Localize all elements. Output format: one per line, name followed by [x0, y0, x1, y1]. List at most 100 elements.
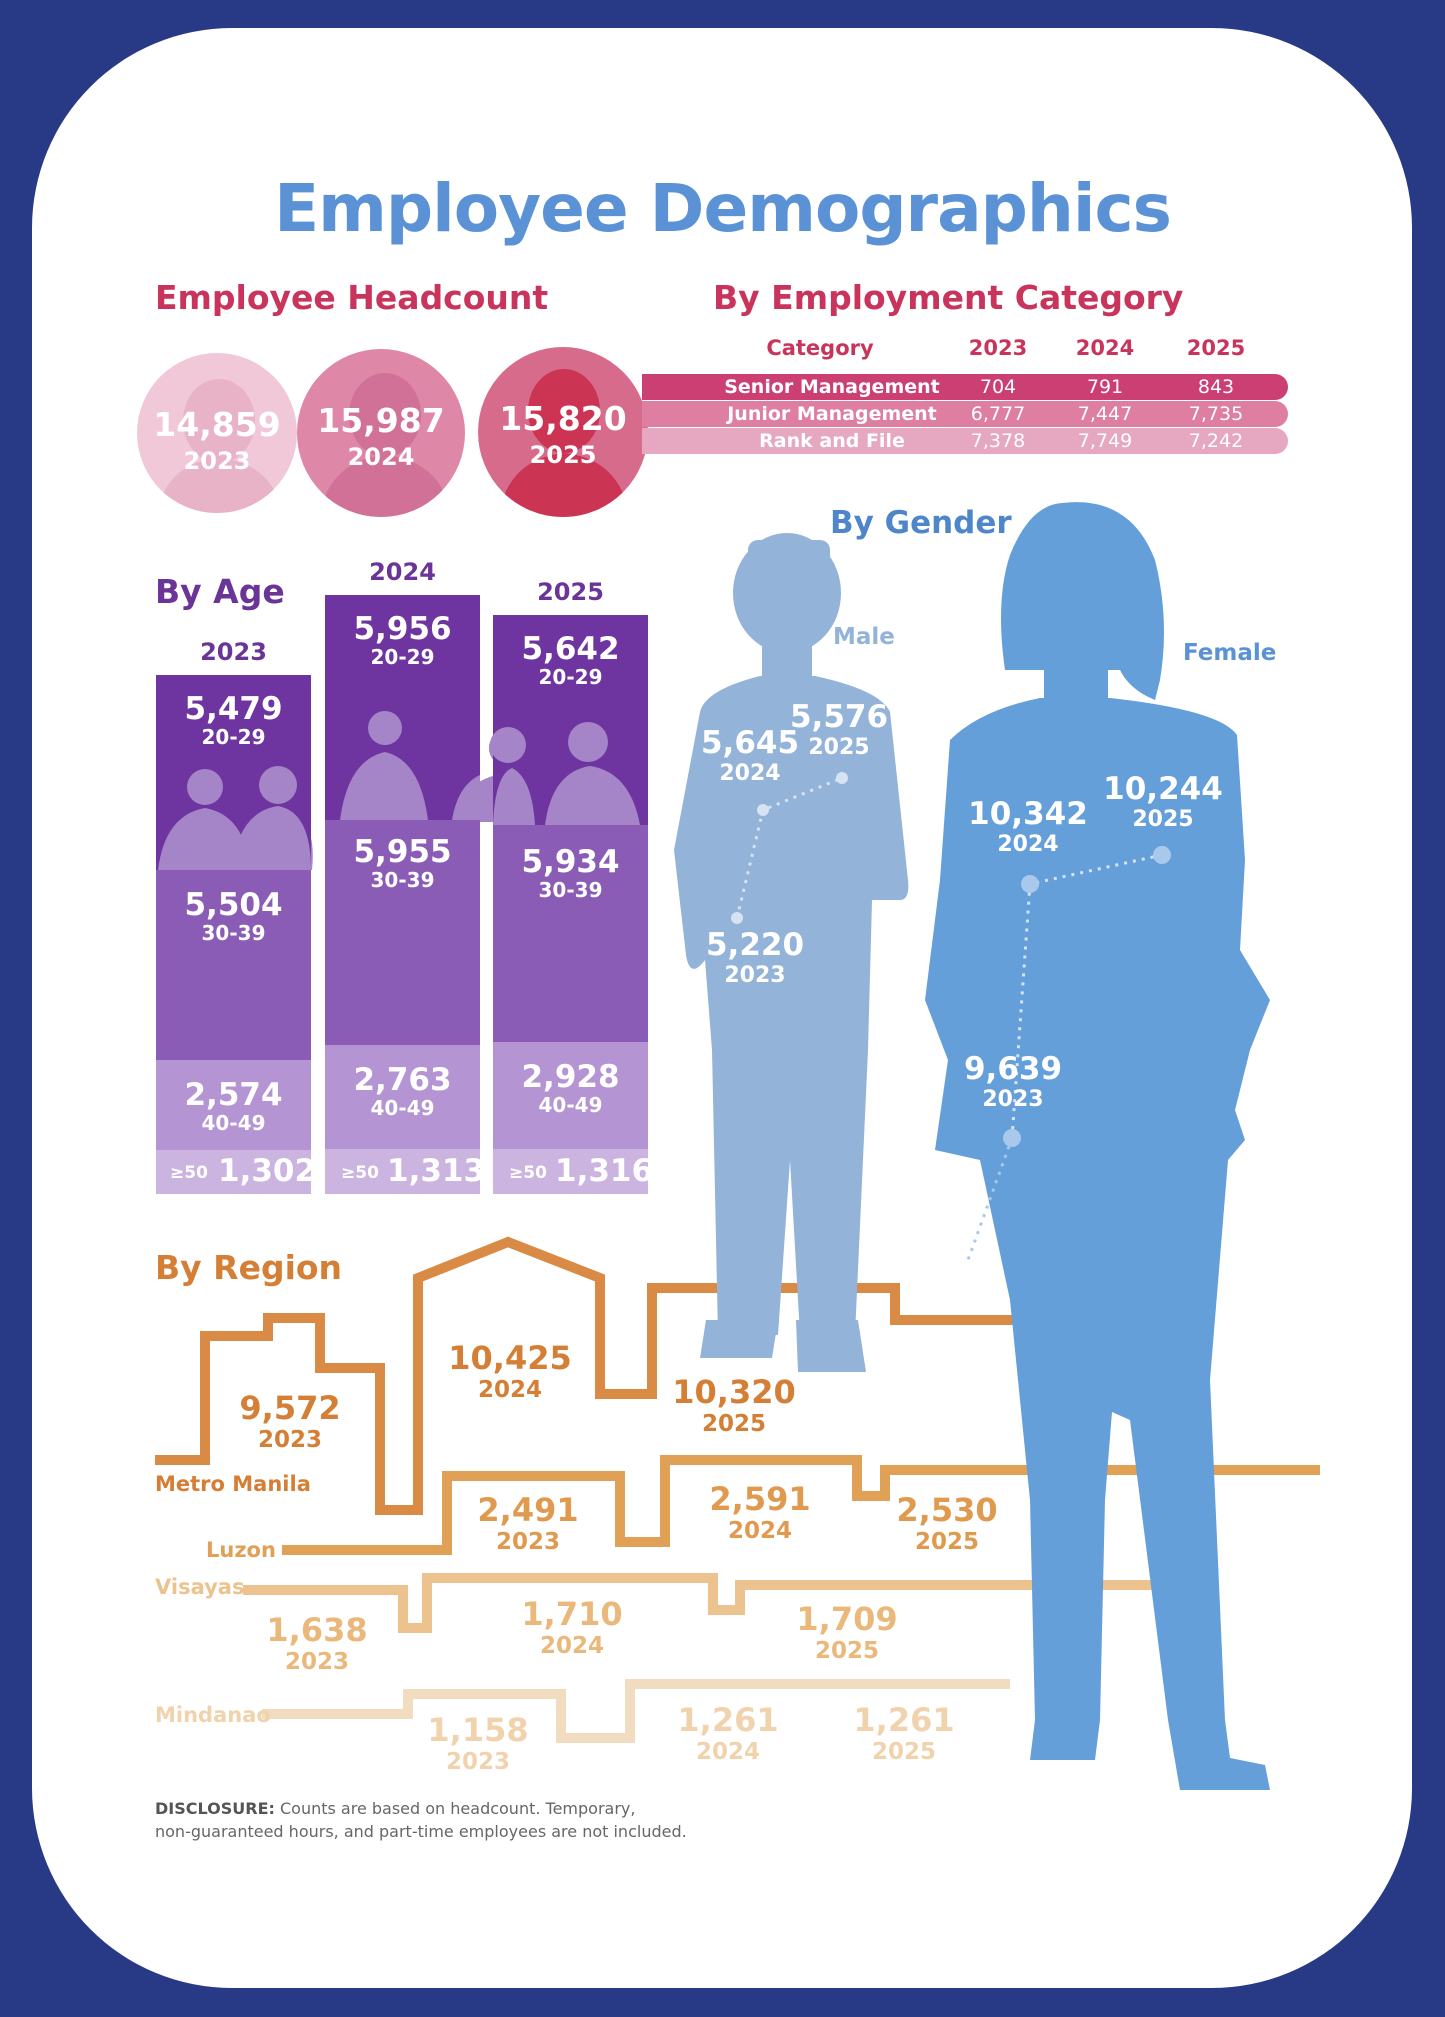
metro-2023: 9,572 2023: [230, 1390, 350, 1454]
male-point-2023: [731, 912, 743, 924]
gender-trend-lines: [731, 772, 1171, 1261]
category-col-2023: 2023: [968, 336, 1028, 360]
visayas-2024: 1,710 2024: [512, 1596, 632, 1660]
category-value-2023: 704: [979, 376, 1017, 398]
age-top-label-2024: 5,956 20-29: [325, 612, 480, 668]
region-line-mindanao: [262, 1679, 1010, 1743]
male-2024: 5,645 2024: [700, 726, 800, 788]
female-year-2024: 2024: [997, 832, 1059, 857]
male-year-2024: 2024: [719, 761, 781, 786]
headcount-year-2025: 2025: [529, 441, 597, 469]
category-title: By Employment Category: [713, 278, 1184, 317]
region-title: By Region: [155, 1248, 343, 1287]
category-value-2024: 7,749: [1077, 430, 1133, 452]
disclosure-line2: non-guaranteed hours, and part-time empl…: [155, 1822, 687, 1841]
disclosure-line1: Counts are based on headcount. Temporary…: [274, 1799, 636, 1818]
age-value-20-29: 5,956: [353, 611, 452, 647]
luzon-year-2025: 2025: [914, 1529, 979, 1555]
gender-male-label: Male: [833, 624, 895, 650]
visayas-2023: 1,638 2023: [257, 1612, 377, 1676]
mindanao-year-2023: 2023: [445, 1749, 510, 1775]
luzon-value-2023: 2,491: [477, 1491, 579, 1529]
age-segment-30-39: 5,504 30-39: [156, 870, 311, 1060]
metro-value-2025: 10,320: [672, 1373, 796, 1411]
age-label-20-29: 20-29: [370, 645, 435, 669]
category-row-rank-file: Rank and File 7,378 7,749 7,242: [642, 428, 1288, 454]
luzon-year-2023: 2023: [495, 1529, 560, 1555]
age-label-50-plus: ≥50: [170, 1163, 208, 1183]
male-silhouette: [674, 533, 909, 1372]
disclosure-label: DISCLOSURE:: [155, 1799, 275, 1818]
female-value-2024: 10,342: [968, 796, 1088, 832]
region-line-visayas: [243, 1573, 1178, 1633]
male-year-2025: 2025: [808, 735, 870, 760]
age-value-40-49: 2,928: [521, 1059, 620, 1095]
mindanao-2024: 1,261 2024: [668, 1702, 788, 1766]
age-segment-30-39: 5,934 30-39: [493, 825, 648, 1042]
headcount-year-2023: 2023: [183, 447, 251, 475]
category-value-2025: 843: [1197, 376, 1235, 398]
luzon-2024: 2,591 2024: [700, 1481, 820, 1545]
age-value-40-49: 2,574: [184, 1077, 283, 1113]
mindanao-2025: 1,261 2025: [844, 1702, 964, 1766]
region-line-luzon: [282, 1455, 1320, 1555]
female-2024: 10,342 2024: [968, 797, 1088, 859]
age-value-50-plus: 1,313: [387, 1153, 486, 1189]
age-segment-50-plus: ≥50 1,302: [156, 1150, 316, 1194]
age-year-2024: 2024: [369, 558, 436, 586]
female-value-2025: 10,244: [1103, 771, 1223, 807]
luzon-2025: 2,530 2025: [887, 1492, 1007, 1556]
category-value-2025: 7,242: [1188, 430, 1244, 452]
category-value-2024: 791: [1086, 376, 1124, 398]
category-name: Rank and File: [759, 430, 905, 452]
male-point-2025: [836, 772, 848, 784]
mindanao-value-2025: 1,261: [853, 1701, 955, 1739]
category-row-senior: Senior Management 704 791 843: [642, 374, 1288, 400]
person-silhouette-icon: [319, 373, 452, 517]
metro-value-2023: 9,572: [239, 1389, 341, 1427]
region-label-visayas: Visayas: [155, 1575, 245, 1599]
mindanao-value-2023: 1,158: [427, 1711, 529, 1749]
headcount-year-2024: 2024: [347, 443, 415, 471]
category-col-2025: 2025: [1186, 336, 1246, 360]
age-value-30-39: 5,955: [353, 834, 452, 870]
age-segment-40-49: 2,763 40-49: [325, 1045, 480, 1149]
age-label-50-plus: ≥50: [341, 1163, 379, 1183]
region-line-metro-manila: [155, 1236, 1175, 1515]
age-segment-40-49: 2,574 40-49: [156, 1060, 311, 1150]
gender-title: By Gender: [830, 505, 1012, 541]
age-segment-50-plus: ≥50 1,316: [493, 1149, 653, 1194]
luzon-value-2025: 2,530: [896, 1491, 998, 1529]
category-value-2025: 7,735: [1188, 403, 1244, 425]
age-label-20-29: 20-29: [201, 725, 266, 749]
page-title: Employee Demographics: [274, 170, 1172, 247]
age-label-40-49: 40-49: [201, 1111, 266, 1135]
age-value-20-29: 5,642: [521, 631, 620, 667]
age-label-30-39: 30-39: [370, 868, 435, 892]
visayas-year-2025: 2025: [814, 1638, 879, 1664]
category-col-header: Category: [766, 336, 874, 360]
age-label-30-39: 30-39: [538, 878, 603, 902]
visayas-2025: 1,709 2025: [787, 1601, 907, 1665]
headcount-title: Employee Headcount: [155, 278, 549, 317]
metro-year-2023: 2023: [257, 1427, 322, 1453]
mindanao-value-2024: 1,261: [677, 1701, 779, 1739]
age-segment-50-plus: ≥50 1,313: [325, 1149, 485, 1194]
female-silhouette: [925, 502, 1270, 1790]
region-label-metro-manila: Metro Manila: [155, 1472, 311, 1496]
age-label-50-plus: ≥50: [509, 1163, 547, 1183]
male-2025: 5,576 2025: [789, 700, 889, 762]
male-point-2024: [757, 804, 769, 816]
age-segment-30-39: 5,955 30-39: [325, 820, 480, 1045]
male-2023: 5,220 2023: [705, 928, 805, 990]
female-year-2025: 2025: [1132, 807, 1194, 832]
age-label-20-29: 20-29: [538, 665, 603, 689]
category-value-2024: 7,447: [1077, 403, 1133, 425]
age-segment-40-49: 2,928 40-49: [493, 1042, 648, 1149]
age-label-40-49: 40-49: [538, 1093, 603, 1117]
luzon-2023: 2,491 2023: [468, 1492, 588, 1556]
region-label-mindanao: Mindanao: [155, 1703, 271, 1727]
metro-2025: 10,320 2025: [664, 1374, 804, 1438]
female-point-2024: [1021, 875, 1039, 893]
visayas-value-2024: 1,710: [521, 1595, 623, 1633]
